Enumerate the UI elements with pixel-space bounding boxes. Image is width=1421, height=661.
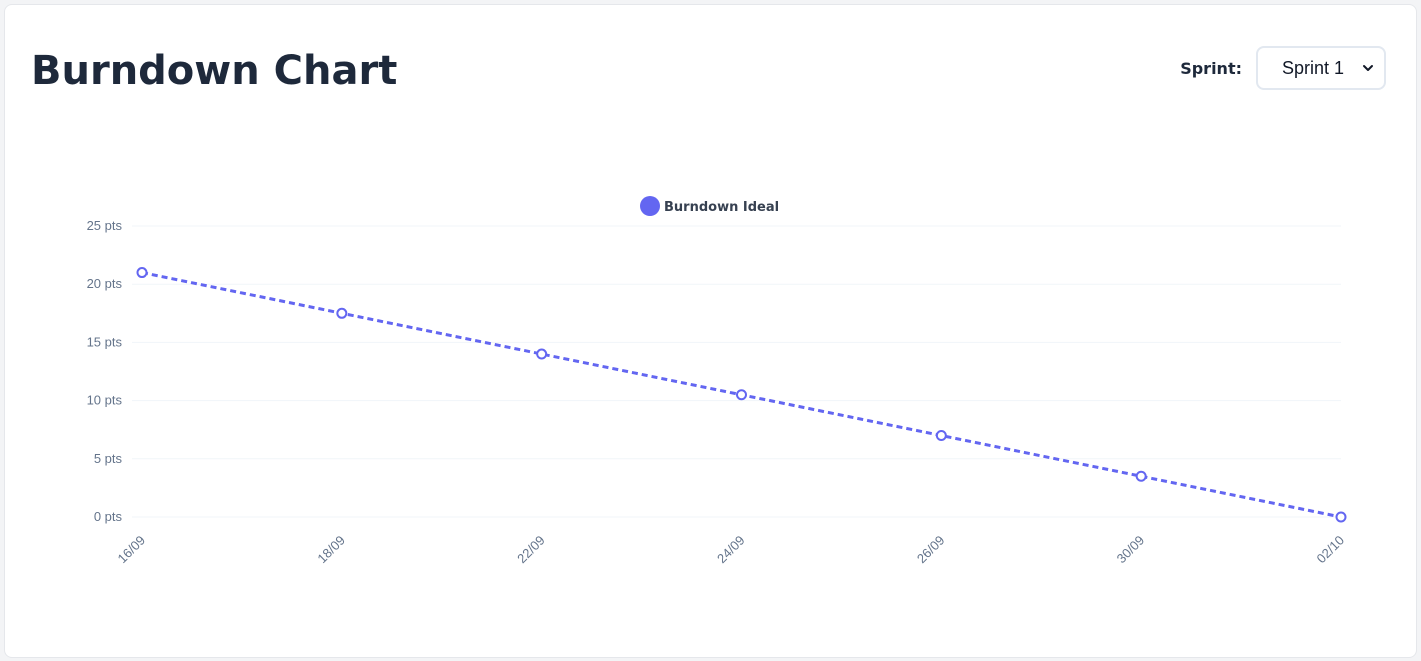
x-tick-label: 16/09 <box>115 533 149 567</box>
data-point <box>536 348 548 360</box>
sprint-label: Sprint: <box>1180 58 1242 78</box>
data-point <box>136 267 148 279</box>
sprint-dropdown[interactable]: Sprint 1 <box>1256 46 1386 90</box>
chevron-down-icon <box>1363 65 1373 71</box>
page-title: Burndown Chart <box>31 48 398 94</box>
x-tick-label: 24/09 <box>714 533 748 567</box>
y-tick-label: 15 pts <box>87 334 123 349</box>
y-tick-label: 25 pts <box>87 218 123 233</box>
x-tick-label: 30/09 <box>1114 533 1148 567</box>
y-tick-label: 10 pts <box>87 393 123 408</box>
x-tick-label: 18/09 <box>314 533 348 567</box>
x-tick-label: 26/09 <box>914 533 948 567</box>
x-axis-ticks: 16/09 18/09 22/09 24/09 26/09 30/09 02/10 <box>115 533 1348 567</box>
y-axis-ticks: 0 pts 5 pts 10 pts 15 pts 20 pts 25 pts <box>87 218 123 524</box>
x-tick-label: 22/09 <box>514 533 548 567</box>
data-point <box>935 430 947 442</box>
y-tick-label: 0 pts <box>94 509 123 524</box>
legend-swatch <box>640 196 660 216</box>
data-point <box>736 389 747 401</box>
grid-lines <box>132 225 1341 518</box>
data-point <box>336 307 348 319</box>
sprint-selector: Sprint: Sprint 1 <box>1180 45 1386 91</box>
data-point <box>1335 511 1347 523</box>
series-layer <box>136 267 1347 523</box>
legend-label: Burndown Ideal <box>664 200 779 215</box>
sprint-selected-value: Sprint 1 <box>1282 57 1345 78</box>
data-point <box>1135 470 1147 482</box>
legend: Burndown Ideal <box>640 196 779 216</box>
y-tick-label: 5 pts <box>94 451 123 466</box>
y-tick-label: 20 pts <box>87 276 123 291</box>
x-tick-label: 02/10 <box>1314 533 1348 567</box>
burndown-card: Burndown Chart Sprint: Sprint 1 <box>4 4 1417 658</box>
